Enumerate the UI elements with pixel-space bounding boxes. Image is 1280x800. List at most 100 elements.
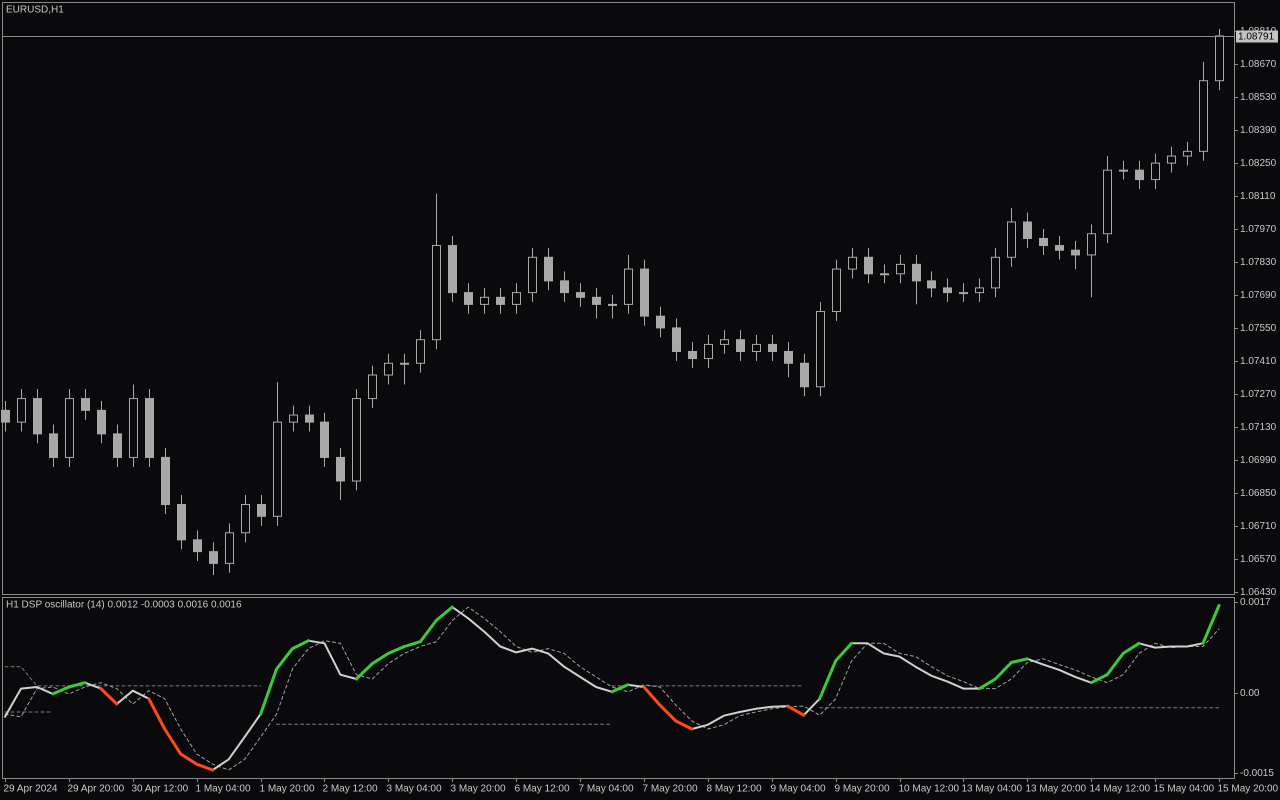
candle-body <box>1119 169 1128 172</box>
candle-body <box>656 315 665 329</box>
candle-body <box>1167 155 1176 164</box>
candle-body <box>1151 162 1160 181</box>
candle-body <box>49 433 58 458</box>
oscillator-line <box>4 604 1220 771</box>
candle-body <box>528 256 537 294</box>
candle-body <box>305 414 314 423</box>
x-tick-label: 9 May 04:00 <box>771 784 826 795</box>
y-tick-label: 1.06850 <box>1240 488 1277 499</box>
candle-body <box>145 398 154 458</box>
candle-body <box>17 398 26 423</box>
candle-body <box>177 504 186 541</box>
candle-body <box>289 414 298 423</box>
x-tick-label: 8 May 12:00 <box>707 784 762 795</box>
y-tick-label: 1.08110 <box>1240 191 1276 202</box>
candle-body <box>975 287 984 294</box>
candle-body <box>225 532 234 564</box>
candle-body <box>1183 150 1192 157</box>
candle-body <box>400 362 409 365</box>
candle-body <box>624 268 633 305</box>
candle-body <box>81 398 90 411</box>
candle-body <box>416 339 425 364</box>
candle-body <box>752 343 761 352</box>
y-tick-label: 1.07270 <box>1240 389 1277 400</box>
candle-body <box>1199 80 1208 152</box>
y-tick-label: 0.00 <box>1240 688 1260 699</box>
x-tick-label: 3 May 04:00 <box>387 784 442 795</box>
candle-body <box>736 339 745 352</box>
candle-body <box>257 504 266 517</box>
candle-body <box>784 350 793 364</box>
candle-body <box>544 256 553 282</box>
candle-body <box>209 551 218 564</box>
candle-body <box>959 292 968 295</box>
candle-body <box>368 374 377 400</box>
candle-body <box>576 292 585 298</box>
candle-body <box>33 398 42 435</box>
candle-body <box>432 245 441 341</box>
candle-body <box>464 292 473 305</box>
candle-body <box>1135 169 1144 181</box>
y-tick-label: 1.06430 <box>1240 587 1277 598</box>
y-tick-label: 1.08250 <box>1240 158 1277 169</box>
candle-body <box>273 421 282 517</box>
candle-body <box>912 263 921 282</box>
oscillator-line <box>99 685 806 772</box>
candle-body <box>480 296 489 305</box>
x-tick-label: 6 May 12:00 <box>515 784 570 795</box>
x-tick-label: 30 Apr 12:00 <box>132 784 189 795</box>
candle-body <box>896 263 905 275</box>
x-tick-label: 15 May 20:00 <box>1218 784 1279 795</box>
x-tick-label: 1 May 20:00 <box>260 784 315 795</box>
y-tick-label: 1.07130 <box>1240 422 1277 433</box>
candle-body <box>768 343 777 352</box>
candle-body <box>129 398 138 458</box>
candle-body <box>640 268 649 317</box>
y-tick-label: -0.0015 <box>1240 768 1274 779</box>
candle-body <box>336 456 345 482</box>
candle-body <box>241 504 250 534</box>
candle-body <box>832 268 841 312</box>
x-tick-label: 29 Apr 20:00 <box>68 784 125 795</box>
candle-body <box>193 539 202 553</box>
candle-body <box>1023 221 1032 239</box>
candle-body <box>65 398 74 458</box>
candle-body <box>113 433 122 458</box>
oscillator-line <box>4 606 1220 771</box>
candle-body <box>672 327 681 352</box>
candle-body <box>864 256 873 275</box>
x-tick-label: 10 May 12:00 <box>899 784 960 795</box>
oscillator-line <box>51 604 1221 716</box>
x-tick-label: 29 Apr 2024 <box>4 784 58 795</box>
candle-body <box>848 256 857 270</box>
x-tick-label: 2 May 12:00 <box>323 784 378 795</box>
candle-body <box>1 409 10 423</box>
candle-body <box>688 350 697 360</box>
candle-body <box>943 287 952 294</box>
x-tick-label: 3 May 20:00 <box>451 784 506 795</box>
candle-body <box>800 362 809 388</box>
candle-body <box>1087 233 1096 256</box>
y-tick-label: 1.07690 <box>1240 290 1277 301</box>
candle-body <box>496 296 505 305</box>
candle-body <box>320 421 329 458</box>
candle-body <box>352 398 361 482</box>
candle-body <box>927 280 936 289</box>
candle-body <box>880 273 889 276</box>
oscillator-line <box>4 666 805 687</box>
candle-body <box>816 310 825 388</box>
candle-body <box>1215 35 1224 82</box>
oscillator-panel <box>2 597 1235 779</box>
candle-body <box>720 339 729 345</box>
y-tick-label: 1.08670 <box>1240 59 1277 70</box>
x-tick-label: 14 May 12:00 <box>1090 784 1151 795</box>
y-tick-label: 0.0017 <box>1240 597 1271 608</box>
candle-body <box>608 303 617 306</box>
candle-body <box>161 456 170 506</box>
main-panel <box>2 2 1235 595</box>
candle-body <box>1071 249 1080 256</box>
x-tick-label: 13 May 04:00 <box>962 784 1023 795</box>
x-tick-label: 13 May 20:00 <box>1026 784 1087 795</box>
candle-body <box>384 362 393 376</box>
